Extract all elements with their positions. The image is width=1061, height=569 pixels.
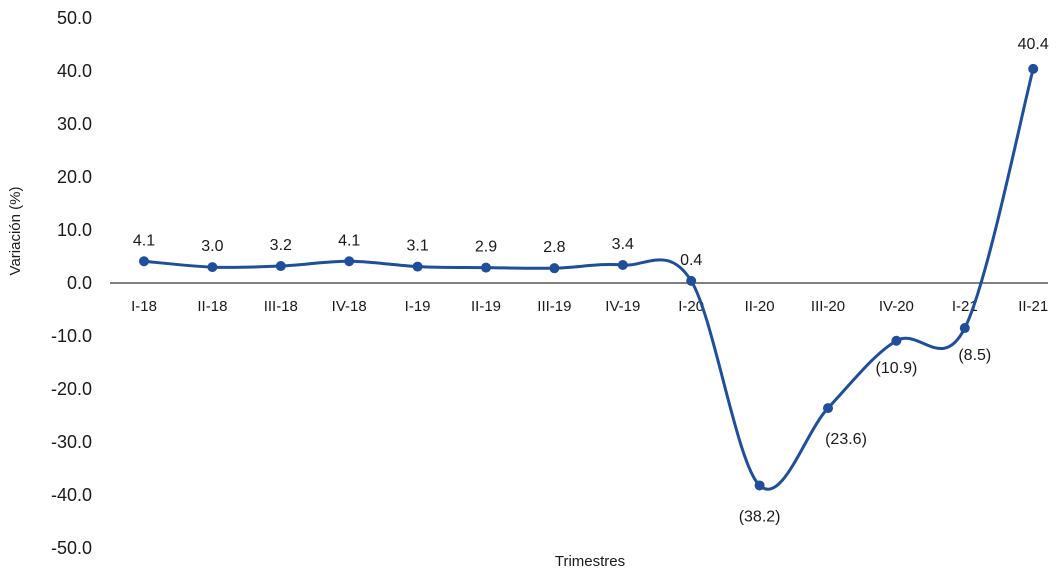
data-point (1028, 63, 1039, 74)
y-tick-label: 40.0 (57, 61, 92, 81)
data-label: 3.1 (406, 238, 428, 255)
y-tick-label: 10.0 (57, 220, 92, 240)
data-label: (38.2) (739, 508, 781, 525)
data-point (139, 256, 149, 267)
data-label: 3.4 (612, 236, 634, 253)
y-tick-label: -40.0 (51, 485, 92, 505)
data-label: (8.5) (958, 347, 991, 364)
x-tick-label: IV-18 (332, 298, 367, 315)
y-axis-title: Variación (%) (7, 187, 24, 276)
data-label: 4.1 (338, 232, 360, 249)
data-label: 3.2 (270, 237, 292, 254)
x-axis-title: Trimestres (555, 553, 625, 569)
x-axis-tick-labels: I-18 II-18 III-18 IV-18 I-19 II-19 III-19 IV-19… (131, 298, 1048, 315)
x-tick-label: IV-20 (879, 298, 914, 315)
data-label: (23.6) (825, 431, 867, 448)
y-tick-label: 50.0 (57, 8, 92, 28)
y-tick-label: 30.0 (57, 114, 92, 134)
data-point (617, 259, 628, 270)
data-point (344, 256, 355, 267)
x-tick-label: IV-19 (605, 298, 640, 315)
data-labels: 4.1 3.0 3.2 4.1 3.1 2.9 2.8 3.4 0.4 (38.2) (23.6) (… (133, 36, 1049, 526)
data-label: 2.8 (543, 239, 565, 256)
x-tick-label: III-18 (264, 298, 298, 315)
data-point (891, 335, 902, 346)
data-label: 2.9 (475, 239, 497, 256)
x-tick-label: III-20 (811, 298, 845, 315)
x-tick-label: I-19 (405, 298, 431, 315)
y-tick-label: 0.0 (67, 273, 92, 293)
x-tick-label: II-18 (197, 298, 227, 315)
y-tick-label: -50.0 (51, 538, 92, 558)
data-label: 4.1 (133, 232, 155, 249)
x-tick-label: II-19 (471, 298, 501, 315)
data-label: 40.4 (1018, 36, 1049, 53)
series-line (142, 67, 1035, 491)
data-point (275, 261, 286, 272)
y-tick-label: 20.0 (57, 167, 92, 187)
x-tick-label: I-20 (678, 298, 704, 315)
x-tick-label: III-19 (537, 298, 571, 315)
data-point (207, 262, 218, 273)
y-tick-label: -10.0 (51, 326, 92, 346)
data-point (481, 262, 491, 273)
data-point (959, 323, 970, 334)
x-tick-label: II-21 (1018, 298, 1048, 315)
data-point (549, 263, 560, 274)
y-axis-tick-labels: 50.0 40.0 30.0 20.0 10.0 0.0 -10.0 -20.0 -30.0 -4… (51, 8, 92, 558)
x-tick-label: II-20 (745, 298, 775, 315)
data-label: 0.4 (680, 252, 702, 269)
data-point (823, 403, 833, 414)
data-point (686, 275, 697, 286)
y-tick-label: -30.0 (51, 432, 92, 452)
data-points (139, 63, 1039, 491)
data-point (412, 261, 423, 272)
data-point (754, 480, 765, 491)
y-tick-label: -20.0 (51, 379, 92, 399)
data-label: (10.9) (876, 360, 918, 377)
x-tick-label: I-18 (131, 298, 157, 315)
data-label: 3.0 (201, 238, 223, 255)
